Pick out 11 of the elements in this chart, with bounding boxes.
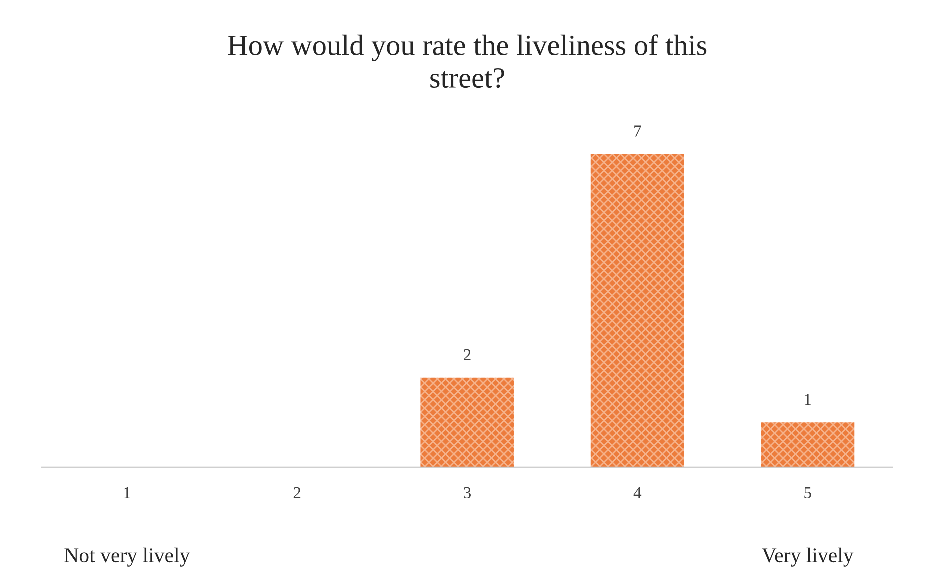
x-tick-label: 3 [464, 487, 472, 499]
x-tick-label: 4 [634, 487, 642, 498]
text: Very lively [762, 548, 854, 567]
data-label: 1 [805, 394, 812, 406]
data-label: 2 [464, 349, 471, 360]
x-tick-label: 2 [294, 487, 301, 498]
x-tick-label: 1 [124, 487, 130, 498]
x-tick-label: 5 [804, 487, 812, 499]
text: Not very lively [64, 548, 190, 567]
chart-title: How would you rate the liveliness of this street? [228, 34, 707, 88]
data-label: 7 [634, 126, 642, 137]
